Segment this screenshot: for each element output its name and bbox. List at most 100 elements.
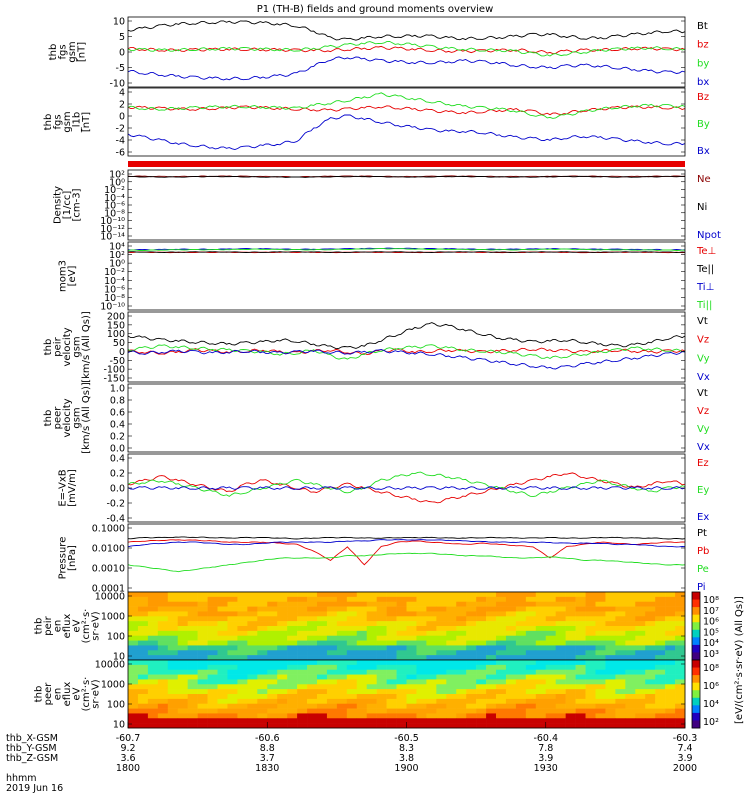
heatmap-cell bbox=[545, 640, 556, 646]
heatmap-cell bbox=[476, 592, 487, 598]
heatmap-cell bbox=[277, 606, 288, 612]
heatmap-cell bbox=[496, 630, 507, 637]
heatmap-cell bbox=[585, 611, 596, 617]
heatmap-cell bbox=[635, 640, 646, 646]
heatmap-cell bbox=[655, 679, 666, 685]
heatmap-cell bbox=[128, 616, 139, 622]
heatmap-cell bbox=[376, 713, 387, 719]
heatmap-cell bbox=[207, 723, 218, 729]
heatmap-cell bbox=[505, 669, 517, 675]
heatmap-cell bbox=[237, 708, 248, 714]
heatmap-cell bbox=[147, 645, 159, 651]
heatmap-cell bbox=[376, 689, 387, 695]
heatmap-cell bbox=[535, 713, 547, 719]
heatmap-cell bbox=[287, 645, 298, 651]
heatmap-cell bbox=[356, 703, 368, 709]
heatmap-cell bbox=[366, 596, 377, 603]
heatmap-cell bbox=[267, 718, 278, 724]
heatmap-cell bbox=[565, 655, 576, 661]
y-axis-label: (cm²·s· bbox=[81, 677, 92, 712]
heatmap-cell bbox=[565, 660, 576, 666]
heatmap-cell bbox=[545, 660, 556, 666]
heatmap-cell bbox=[386, 698, 397, 705]
heatmap-cell bbox=[307, 694, 318, 700]
heatmap-cell bbox=[307, 698, 318, 705]
heatmap-cell bbox=[167, 660, 179, 666]
heatmap-cell bbox=[217, 630, 228, 637]
heatmap-cell bbox=[675, 606, 686, 612]
heatmap-cell bbox=[645, 611, 656, 617]
heatmap-cell bbox=[376, 650, 387, 656]
heatmap-cell bbox=[217, 708, 228, 714]
heatmap-cell bbox=[346, 596, 358, 603]
heatmap-cell bbox=[466, 664, 477, 671]
heatmap-cell bbox=[456, 698, 467, 705]
heatmap-cell bbox=[595, 664, 606, 671]
heatmap-cell bbox=[386, 606, 397, 612]
y-tick-label: -10 bbox=[109, 79, 125, 90]
heatmap-cell bbox=[316, 718, 328, 724]
heatmap-cell bbox=[466, 621, 477, 627]
heatmap-cell bbox=[515, 616, 527, 622]
heatmap-cell bbox=[456, 669, 467, 675]
heatmap-cell bbox=[406, 621, 417, 627]
heatmap-cell bbox=[406, 660, 417, 666]
heatmap-cell bbox=[157, 660, 169, 666]
heatmap-cell bbox=[555, 592, 566, 598]
heatmap-cell bbox=[187, 635, 198, 641]
heatmap-cell bbox=[575, 630, 586, 637]
heatmap-cell bbox=[366, 645, 377, 651]
heatmap-cell bbox=[565, 596, 576, 603]
heatmap-cell bbox=[645, 630, 656, 637]
heatmap-cell bbox=[167, 698, 179, 705]
heatmap-cell bbox=[476, 698, 487, 705]
heatmap-cell bbox=[356, 630, 368, 637]
heatmap-cell bbox=[257, 679, 268, 685]
heatmap-cell bbox=[466, 674, 477, 680]
heatmap-cell bbox=[605, 664, 616, 671]
heatmap-cell bbox=[237, 660, 248, 666]
heatmap-cell bbox=[625, 626, 636, 632]
colorbar-segment bbox=[692, 629, 700, 638]
heatmap-cell bbox=[476, 713, 487, 719]
heatmap-cell bbox=[376, 660, 387, 666]
y-axis-label: Density bbox=[53, 186, 64, 224]
heatmap-cell bbox=[456, 621, 467, 627]
heatmap-cell bbox=[167, 674, 179, 680]
heatmap-cell bbox=[655, 635, 666, 641]
heatmap-cell bbox=[575, 601, 586, 607]
heatmap-cell bbox=[197, 723, 208, 729]
heatmap-cell bbox=[446, 713, 457, 719]
y-axis-label: E=-VxB bbox=[57, 469, 68, 506]
heatmap-cell bbox=[675, 655, 686, 661]
heatmap-cell bbox=[416, 645, 427, 651]
heatmap-cell bbox=[137, 611, 149, 617]
heatmap-cell bbox=[316, 596, 328, 603]
heatmap-cell bbox=[505, 645, 517, 651]
heatmap-cell bbox=[565, 674, 576, 680]
heatmap-cell bbox=[157, 698, 169, 705]
heatmap-cell bbox=[665, 669, 676, 675]
heatmap-cell bbox=[336, 669, 348, 675]
heatmap-cell bbox=[386, 626, 397, 632]
heatmap-cell bbox=[446, 684, 457, 690]
heatmap-cell bbox=[307, 621, 318, 627]
heatmap-cell bbox=[585, 674, 596, 680]
heatmap-cell bbox=[605, 684, 616, 690]
heatmap-cell bbox=[356, 606, 368, 612]
heatmap-cell bbox=[237, 601, 248, 607]
heatmap-cell bbox=[366, 713, 377, 719]
heatmap-cell bbox=[665, 596, 676, 603]
heatmap-cell bbox=[396, 601, 407, 607]
heatmap-cell bbox=[585, 679, 596, 685]
heatmap-cell bbox=[167, 669, 179, 675]
heatmap-cell bbox=[128, 606, 139, 612]
heatmap-cell bbox=[257, 689, 268, 695]
heatmap-cell bbox=[376, 645, 387, 651]
heatmap-cell bbox=[366, 674, 377, 680]
heatmap-cell bbox=[307, 626, 318, 632]
colorbar-segment bbox=[692, 592, 700, 600]
heatmap-cell bbox=[545, 694, 556, 700]
heatmap-cell bbox=[416, 723, 427, 729]
